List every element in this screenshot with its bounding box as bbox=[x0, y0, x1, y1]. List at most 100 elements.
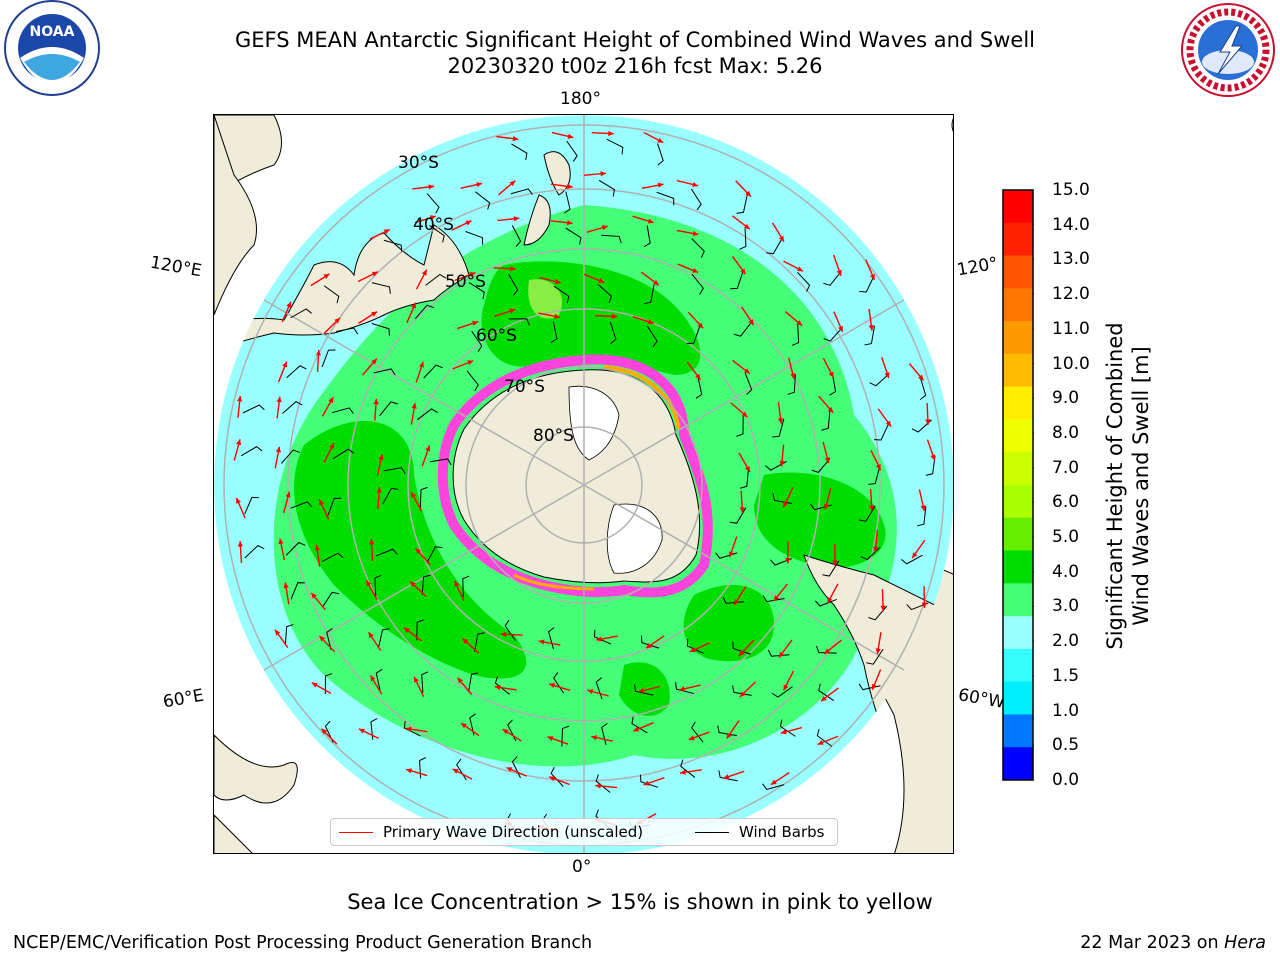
wave-arrow-head bbox=[285, 491, 291, 498]
wave-arrow-head bbox=[476, 182, 483, 188]
wave-arrow-head bbox=[797, 266, 804, 272]
wave-arrow-head bbox=[925, 419, 931, 425]
credit-left: NCEP/EMC/Verification Post Processing Pr… bbox=[13, 933, 593, 953]
wave-arrow-head bbox=[378, 454, 384, 461]
wind-barb bbox=[326, 627, 333, 650]
wind-barb bbox=[423, 364, 443, 379]
wind-barb bbox=[787, 374, 796, 395]
wave-arrow-head bbox=[472, 320, 479, 326]
wind-barb bbox=[816, 645, 837, 654]
wave-arrow-head bbox=[418, 361, 424, 368]
wind-barb bbox=[772, 418, 785, 438]
wind-barb bbox=[371, 282, 391, 294]
wind-barb bbox=[375, 548, 398, 557]
lon-label-120e: 120°E bbox=[148, 252, 204, 282]
wind-barbs-layer bbox=[240, 138, 936, 835]
colorbar-segment bbox=[1003, 353, 1033, 388]
wave-arrow-head bbox=[697, 322, 704, 329]
wind-barb bbox=[475, 191, 491, 210]
wind-barb bbox=[378, 628, 390, 648]
lat-label-80s: 80°S bbox=[533, 426, 574, 446]
wave-arrow-head bbox=[368, 632, 374, 639]
colorbar-segment bbox=[1003, 714, 1033, 748]
colorbar-label: Significant Height of Combined Wind Wave… bbox=[1103, 322, 1153, 650]
wave-arrow-head bbox=[748, 319, 754, 326]
wave-arrow-head bbox=[869, 505, 875, 511]
wave-direction-layer bbox=[233, 130, 936, 834]
wave-arrow-head bbox=[921, 602, 927, 609]
wind-barb bbox=[379, 401, 398, 417]
wind-barb bbox=[906, 602, 929, 611]
wave-arrow-head bbox=[321, 728, 328, 735]
colorbar-segment bbox=[1003, 648, 1033, 683]
wave-arrow-head bbox=[873, 546, 879, 553]
sea-ice-note: Sea Ice Concentration > 15% is shown in … bbox=[347, 890, 933, 914]
wind-barb bbox=[639, 774, 659, 788]
wave-arrow-head bbox=[920, 505, 926, 511]
wave-arrow-head bbox=[692, 181, 699, 188]
wave-arrow-head bbox=[726, 732, 732, 739]
wind-barb bbox=[823, 271, 842, 286]
wind-barb bbox=[511, 143, 528, 161]
wind-barb bbox=[336, 327, 358, 335]
lat-label-60s: 60°S bbox=[476, 326, 517, 346]
wave-arrow-head bbox=[688, 735, 695, 741]
wind-barb bbox=[594, 629, 612, 645]
wind-barb bbox=[675, 682, 694, 695]
wave-arrow-head bbox=[334, 317, 341, 324]
wave-arrow-head bbox=[549, 776, 556, 782]
wave-arrow-head bbox=[286, 301, 292, 308]
wind-barb bbox=[290, 501, 313, 509]
wind-barb bbox=[691, 721, 704, 743]
wind-barb bbox=[331, 407, 354, 414]
colorbar-tick-label: 8.0 bbox=[1052, 422, 1080, 443]
map-panel: 30°S 40°S 50°S 60°S 70°S 80°S bbox=[213, 114, 954, 854]
colorbar-tick-label: 1.0 bbox=[1052, 700, 1080, 721]
colorbar-tick-label: 3.0 bbox=[1052, 596, 1080, 617]
wave-arrow-head bbox=[366, 580, 372, 587]
wind-barb bbox=[762, 783, 785, 791]
wave-arrow-head bbox=[502, 729, 509, 735]
colorbar-segment bbox=[1003, 485, 1033, 519]
wave-arrow-head bbox=[410, 581, 416, 588]
wind-barb bbox=[643, 284, 655, 305]
wind-barb bbox=[383, 239, 403, 253]
wind-barb bbox=[504, 619, 516, 641]
wave-arrow-head bbox=[838, 325, 843, 332]
wave-arrow-head bbox=[429, 215, 436, 221]
wave-arrow-head bbox=[773, 595, 780, 602]
wave-arrow-head bbox=[513, 216, 520, 222]
colorbar-segment bbox=[1003, 747, 1033, 781]
wind-barb bbox=[733, 321, 753, 337]
wind-barb bbox=[421, 671, 429, 693]
wind-barb bbox=[383, 467, 406, 474]
wind-barb bbox=[691, 188, 702, 211]
colorbar-tick-label: 1.5 bbox=[1052, 665, 1080, 686]
wind-barb bbox=[598, 179, 615, 197]
wave-arrow-head bbox=[282, 361, 288, 368]
wind-barb bbox=[779, 719, 796, 737]
wave-arrow-head bbox=[828, 371, 834, 378]
wind-barb bbox=[244, 496, 259, 515]
colorbar-scale bbox=[1002, 189, 1034, 781]
colorbar-segment bbox=[1003, 255, 1033, 289]
wave-arrow-head bbox=[912, 552, 918, 559]
wind-barb bbox=[858, 505, 876, 522]
wave-arrow-head bbox=[647, 218, 654, 224]
wind-barb bbox=[919, 377, 927, 400]
wind-barb bbox=[563, 191, 571, 214]
map-title: GEFS MEAN Antarctic Significant Height o… bbox=[234, 28, 1036, 52]
wave-arrow-head bbox=[411, 491, 416, 498]
wind-barb bbox=[736, 194, 748, 214]
wave-arrow-head bbox=[469, 272, 476, 277]
wave-arrow-head bbox=[692, 230, 699, 237]
colorbar-tick-label: 6.0 bbox=[1052, 492, 1080, 513]
wave-arrow-head bbox=[743, 223, 750, 230]
wave-arrow-head bbox=[930, 454, 936, 461]
colorbar-tick-label: 2.0 bbox=[1052, 631, 1080, 652]
wave-arrow-head bbox=[319, 635, 326, 642]
wave-arrow-head bbox=[692, 267, 699, 273]
wave-arrow-head bbox=[421, 269, 427, 276]
wave-arrow-head bbox=[567, 183, 573, 189]
wave-direction-swatch bbox=[339, 832, 373, 833]
